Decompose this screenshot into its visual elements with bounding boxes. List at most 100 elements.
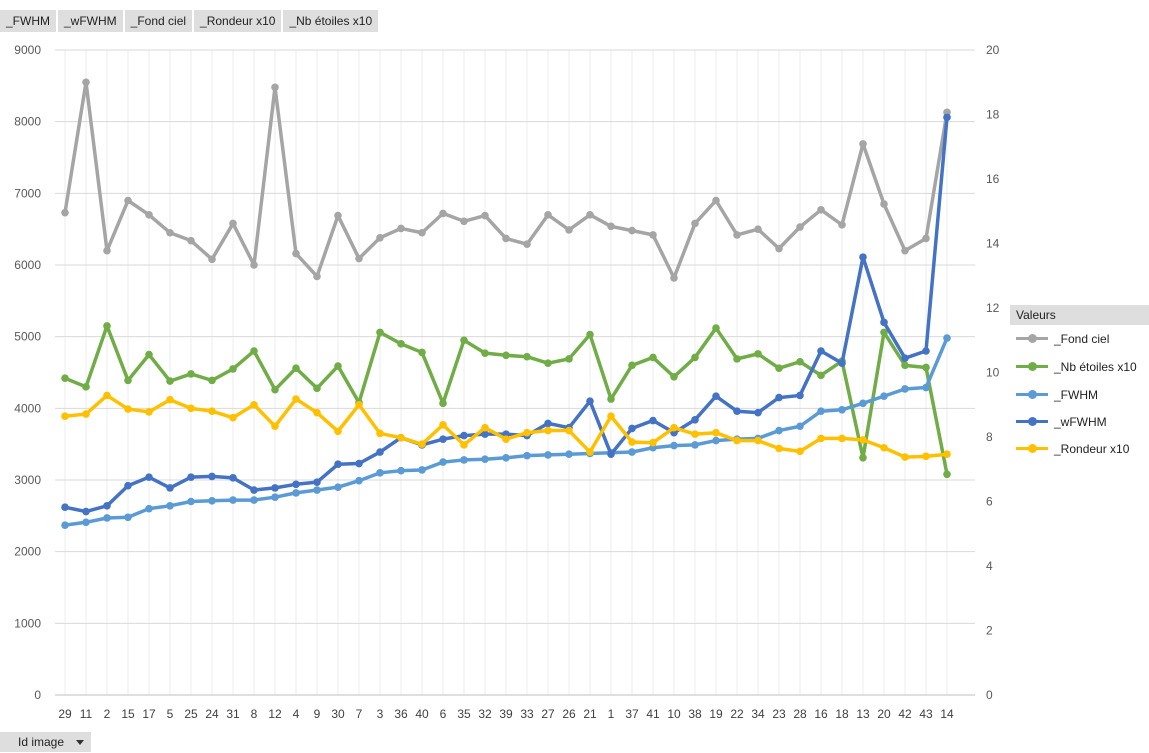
data-point: [313, 478, 321, 486]
data-point: [292, 364, 300, 373]
data-point: [82, 383, 90, 391]
data-point: [880, 200, 888, 208]
data-point: [250, 496, 258, 504]
data-point: [922, 347, 930, 355]
id-image-filter-button[interactable]: Id image: [0, 732, 91, 752]
y-right-tick-label: 14: [986, 237, 1000, 251]
axes: 0100020003000400050006000700080009000024…: [14, 43, 999, 721]
field-button-rondeur[interactable]: _Rondeur x10: [194, 10, 284, 32]
data-point: [670, 373, 678, 381]
data-point: [691, 219, 699, 228]
data-point: [796, 357, 804, 366]
data-point: [460, 217, 468, 226]
data-point: [523, 428, 531, 437]
data-point: [145, 504, 153, 513]
data-point: [796, 391, 804, 400]
x-tick-label: 14: [940, 707, 954, 721]
y-left-tick-label: 4000: [14, 401, 41, 415]
data-point: [187, 236, 195, 245]
data-point: [481, 423, 489, 432]
data-point: [208, 376, 216, 385]
data-point: [670, 441, 678, 450]
data-point: [817, 371, 825, 380]
data-point: [544, 426, 552, 435]
x-tick-label: 25: [184, 707, 198, 721]
field-button-nb-etoiles[interactable]: _Nb étoiles x10: [283, 10, 381, 32]
data-point: [712, 324, 720, 332]
x-tick-label: 10: [667, 707, 681, 721]
x-tick-label: 37: [625, 707, 639, 721]
x-tick-label: 39: [499, 707, 513, 721]
data-point: [418, 348, 426, 357]
data-point: [166, 395, 174, 404]
data-point: [691, 353, 699, 362]
data-point: [334, 211, 342, 220]
x-tick-label: 8: [251, 707, 258, 721]
data-point: [250, 486, 258, 494]
data-point: [523, 451, 531, 460]
x-tick-label: 30: [331, 707, 345, 721]
data-point: [250, 400, 258, 409]
y-right-tick-label: 10: [986, 366, 1000, 380]
x-tick-label: 26: [562, 707, 576, 721]
data-point: [124, 405, 132, 413]
x-tick-label: 13: [856, 707, 870, 721]
series-lines: [61, 78, 951, 529]
data-point: [796, 447, 804, 456]
data-point: [418, 466, 426, 474]
data-point: [628, 438, 636, 446]
data-point: [145, 211, 153, 219]
x-tick-label: 6: [440, 707, 447, 721]
data-point: [565, 426, 573, 435]
x-tick-label: 43: [919, 707, 933, 721]
data-point: [838, 434, 846, 443]
data-point: [880, 318, 888, 327]
data-point: [334, 460, 342, 469]
data-point: [187, 473, 195, 481]
data-point: [775, 393, 783, 402]
legend-item-wfwhm: _wFWHM: [1010, 412, 1107, 432]
x-tick-label: 2: [104, 707, 111, 721]
data-point: [187, 370, 195, 378]
data-point: [439, 209, 447, 218]
legend-swatch-nb-etoiles: [1016, 362, 1048, 372]
data-point: [628, 226, 636, 235]
data-point: [460, 441, 468, 449]
legend-label: _FWHM: [1054, 388, 1098, 402]
data-point: [481, 349, 489, 357]
x-tick-label: 18: [835, 707, 849, 721]
data-point: [271, 83, 279, 92]
legend-swatch-wfwhm: [1016, 417, 1048, 427]
data-point: [838, 405, 846, 414]
data-point: [880, 328, 888, 337]
y-right-tick-label: 6: [986, 495, 993, 509]
data-point: [544, 211, 552, 219]
field-button-fwhm[interactable]: _FWHM: [0, 10, 58, 32]
legend-title[interactable]: Valeurs: [1010, 305, 1149, 325]
x-tick-label: 28: [793, 707, 807, 721]
data-point: [901, 453, 909, 461]
field-button-wfwhm[interactable]: _wFWHM: [58, 10, 125, 32]
data-point: [166, 502, 174, 510]
data-point: [418, 228, 426, 237]
filter-label: Id image: [18, 735, 65, 749]
data-point: [859, 140, 867, 148]
field-button-fond-ciel[interactable]: _Fond ciel: [124, 10, 195, 32]
series-rondeur-x10: [61, 391, 951, 461]
dropdown-arrow-icon: [76, 740, 84, 745]
data-point: [712, 428, 720, 437]
data-point: [166, 377, 174, 385]
data-point: [943, 470, 951, 479]
legend-label: _wFWHM: [1054, 415, 1107, 429]
data-point: [61, 374, 69, 383]
data-point: [229, 219, 237, 228]
data-point: [397, 466, 405, 475]
data-point: [922, 363, 930, 372]
data-point: [334, 427, 342, 436]
data-point: [775, 244, 783, 253]
y-right-tick-label: 8: [986, 430, 993, 444]
data-point: [439, 435, 447, 443]
data-point: [187, 497, 195, 506]
data-point: [82, 507, 90, 516]
data-point: [754, 408, 762, 417]
